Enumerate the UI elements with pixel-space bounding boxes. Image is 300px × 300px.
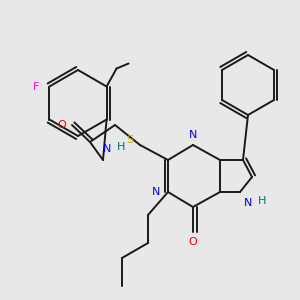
- Text: O: O: [189, 237, 197, 247]
- Text: F: F: [33, 82, 40, 92]
- Text: N: N: [103, 144, 111, 154]
- Text: S: S: [126, 135, 134, 145]
- Text: H: H: [117, 142, 125, 152]
- Text: N: N: [244, 198, 252, 208]
- Text: H: H: [258, 196, 266, 206]
- Text: N: N: [189, 130, 197, 140]
- Text: O: O: [58, 120, 66, 130]
- Text: N: N: [152, 187, 160, 197]
